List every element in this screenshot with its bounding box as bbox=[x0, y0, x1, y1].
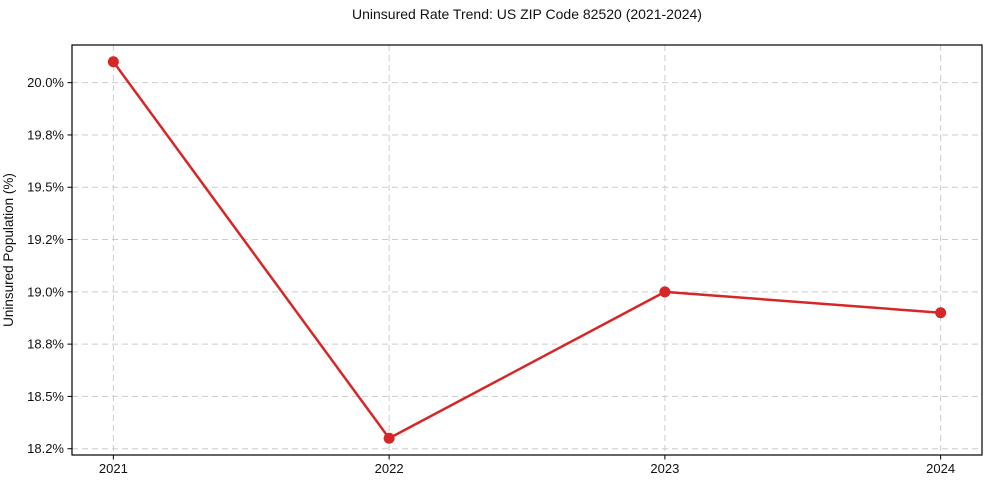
y-tick-label: 18.8% bbox=[27, 337, 64, 352]
x-tick-label: 2023 bbox=[650, 461, 679, 476]
y-tick-label: 19.0% bbox=[27, 284, 64, 299]
y-tick-label: 18.2% bbox=[27, 441, 64, 456]
axes: 2021 2022 2023 2024 18.2% 18.5% 18.8% 19.0% 19.2… bbox=[27, 44, 983, 476]
x-tick-label: 2021 bbox=[99, 461, 128, 476]
grid-lines bbox=[72, 45, 982, 455]
trend-line bbox=[112, 60, 941, 440]
y-axis-label: Uninsured Population (%) bbox=[1, 173, 16, 327]
chart-title: Uninsured Rate Trend: US ZIP Code 82520 … bbox=[352, 6, 702, 22]
y-tick-label: 19.8% bbox=[27, 127, 64, 142]
data-point-2024 bbox=[935, 307, 947, 319]
y-tick-label: 19.5% bbox=[27, 180, 64, 195]
x-tick-label: 2024 bbox=[926, 461, 955, 476]
y-tick-label: 20.0% bbox=[27, 75, 64, 90]
data-point-2021 bbox=[107, 56, 119, 68]
data-series bbox=[107, 56, 947, 444]
y-tick-label: 19.2% bbox=[27, 232, 64, 247]
data-point-2022 bbox=[383, 432, 395, 444]
y-tick-label: 18.5% bbox=[27, 389, 64, 404]
x-tick-label: 2022 bbox=[375, 461, 404, 476]
plot-border bbox=[71, 44, 983, 456]
data-point-2023 bbox=[659, 286, 671, 298]
